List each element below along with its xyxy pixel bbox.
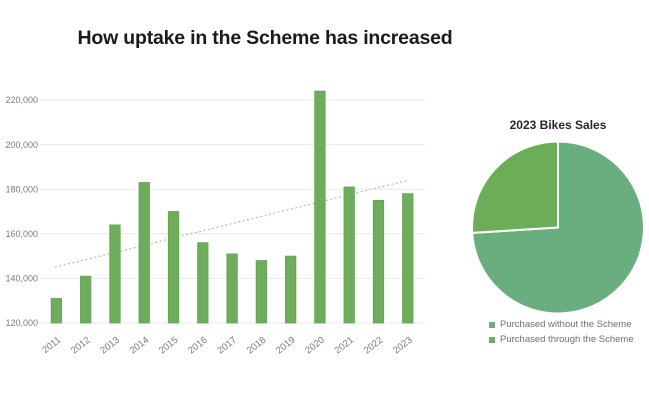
x-axis-tick-label: 2017 — [215, 335, 238, 357]
bar-2021 — [343, 186, 355, 324]
legend-label-through-scheme: Purchased through the Scheme — [500, 334, 634, 345]
x-axis-tick-label: 2015 — [157, 335, 180, 357]
bar-2023 — [402, 193, 414, 324]
y-axis-tick-label: 120,000 — [5, 318, 38, 328]
legend-swatch-without-scheme-icon — [489, 321, 495, 328]
x-axis-tick-label: 2013 — [98, 335, 121, 357]
x-axis-tick-label: 2011 — [40, 335, 63, 356]
pie-legend: Purchased without the Scheme Purchased t… — [489, 319, 634, 345]
x-axis-tick-label: 2021 — [333, 335, 356, 357]
x-axis-tick-label: 2018 — [245, 335, 268, 357]
y-axis-tick-label: 160,000 — [5, 229, 38, 239]
bar-2014 — [138, 182, 150, 324]
bar-2011 — [50, 298, 63, 324]
x-axis-tick-label: 2016 — [186, 335, 209, 357]
bar-2013 — [109, 224, 121, 324]
x-axis-tick-label: 2019 — [274, 335, 297, 357]
x-axis-tick-label: 2012 — [69, 335, 92, 357]
bar-2020 — [314, 90, 326, 324]
pie-chart-title: 2023 Bikes Sales — [509, 118, 607, 132]
x-axis-tick-label: 2023 — [391, 335, 414, 357]
y-axis-tick-label: 220,000 — [5, 95, 38, 105]
y-axis-tick-label: 200,000 — [5, 140, 38, 150]
legend-label-without-scheme: Purchased without the Scheme — [500, 319, 632, 330]
bar-2017 — [226, 253, 238, 324]
legend-item-through-scheme: Purchased through the Scheme — [489, 334, 634, 345]
x-axis-tick-label: 2014 — [128, 335, 151, 357]
y-axis-tick-label: 140,000 — [5, 274, 38, 284]
legend-item-without-scheme: Purchased without the Scheme — [489, 319, 634, 330]
y-axis-tick-label: 180,000 — [5, 184, 38, 194]
page-title: How uptake in the Scheme has increased — [77, 27, 453, 49]
bar-2018 — [255, 260, 267, 324]
pie-slice-1 — [471, 140, 559, 234]
bar-2016 — [197, 242, 209, 324]
bar-2015 — [167, 211, 180, 324]
bar-2022 — [372, 199, 385, 324]
legend-swatch-through-scheme-icon — [489, 336, 495, 343]
x-axis-tick-label: 2020 — [303, 335, 326, 357]
bar-2012 — [80, 275, 92, 324]
x-axis-tick-label: 2022 — [362, 335, 385, 357]
bar-2019 — [285, 255, 297, 324]
